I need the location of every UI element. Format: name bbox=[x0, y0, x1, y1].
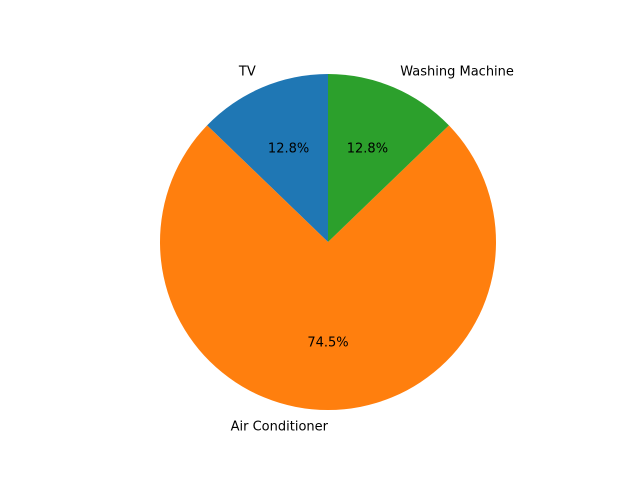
category-label-air-conditioner: Air Conditioner bbox=[231, 419, 329, 434]
pie-slices bbox=[160, 74, 497, 411]
pie-labels: TV 12.8% Air Conditioner 74.5% Washing Machi… bbox=[231, 64, 514, 434]
percent-label-tv: 12.8% bbox=[268, 142, 309, 157]
pie-slice-washing-machine bbox=[328, 74, 449, 242]
pie-slice-tv bbox=[207, 74, 328, 242]
percent-label-air-conditioner: 74.5% bbox=[307, 335, 348, 350]
category-label-washing-machine: Washing Machine bbox=[400, 64, 514, 79]
pie-slice-air-conditioner bbox=[160, 125, 497, 411]
category-label-tv: TV bbox=[238, 64, 256, 79]
percent-label-washing-machine: 12.8% bbox=[347, 142, 388, 157]
